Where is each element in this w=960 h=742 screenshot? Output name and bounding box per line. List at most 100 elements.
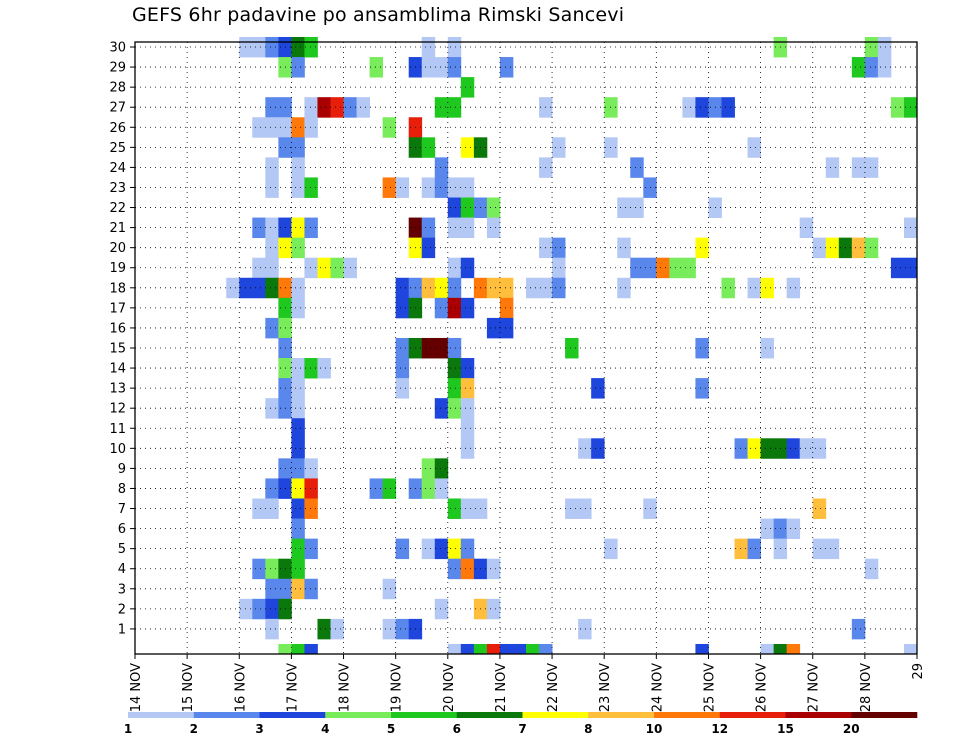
heatmap-cell <box>812 538 827 560</box>
heatmap-cell <box>486 558 501 580</box>
heatmap-cell <box>265 317 279 339</box>
x-tick-label: 21 NOV <box>494 663 509 712</box>
y-tick-label: 2 <box>118 602 126 617</box>
heatmap-cell <box>695 378 709 399</box>
heatmap-cell <box>265 217 279 239</box>
colorbar-label: 6 <box>453 722 461 736</box>
heatmap-cell <box>330 618 344 640</box>
heatmap-cell <box>460 438 475 459</box>
heatmap-cell <box>903 643 918 655</box>
heatmap-cell <box>382 478 397 499</box>
heatmap-cell <box>499 57 514 78</box>
heatmap-cell <box>304 358 318 379</box>
heatmap-cell <box>473 643 488 655</box>
heatmap-cell <box>760 277 775 299</box>
heatmap-cell <box>786 277 801 299</box>
heatmap-cell <box>486 598 501 620</box>
heatmap-cell <box>304 643 318 655</box>
heatmap-cell <box>265 558 279 580</box>
x-tick-label: 26 NOV <box>755 663 770 712</box>
heatmap-cell <box>291 498 305 519</box>
heatmap-cell <box>304 498 318 519</box>
heatmap-cell <box>434 337 449 359</box>
x-tick-label: 28 NOV <box>859 663 874 712</box>
heatmap-cell <box>773 643 788 655</box>
heatmap-cell <box>421 36 436 58</box>
heatmap-cell <box>812 438 827 459</box>
heatmap-cell <box>486 643 501 655</box>
colorbar-swatch <box>851 712 918 718</box>
colorbar-swatch <box>128 712 195 718</box>
heatmap-cell <box>447 558 462 580</box>
heatmap-cell <box>434 277 449 299</box>
heatmap-cell <box>265 598 279 620</box>
heatmap-cell <box>317 97 331 118</box>
colorbar-swatch <box>785 712 852 718</box>
y-tick-label: 23 <box>109 181 126 196</box>
heatmap-cell <box>252 498 266 519</box>
heatmap-cell <box>799 217 814 239</box>
heatmap-cell <box>317 257 331 279</box>
y-tick-label: 22 <box>109 201 126 216</box>
y-tick-label: 3 <box>118 582 126 597</box>
heatmap-cell <box>252 257 266 279</box>
heatmap-cell <box>265 277 279 299</box>
heatmap-cell <box>565 498 579 519</box>
colorbar-swatch <box>456 712 523 718</box>
heatmap-cell <box>304 217 318 239</box>
heatmap-cell <box>591 438 605 459</box>
heatmap-cell <box>851 57 866 78</box>
heatmap-cell <box>291 558 305 580</box>
heatmap-cell <box>460 398 475 419</box>
colorbar-label: 10 <box>646 722 663 736</box>
heatmap-cell <box>695 237 709 259</box>
heatmap-cell <box>578 438 592 459</box>
heatmap-cell <box>460 77 475 98</box>
heatmap-cell <box>552 257 566 279</box>
heatmap-cell <box>382 578 397 600</box>
heatmap-cell <box>265 97 279 118</box>
heatmap-cell <box>291 418 305 439</box>
x-tick-label: 23 NOV <box>598 663 613 712</box>
heatmap-cell <box>460 297 475 319</box>
heatmap-cell <box>265 618 279 640</box>
heatmap-cell <box>864 36 879 58</box>
heatmap-cell <box>447 36 462 58</box>
y-tick-label: 7 <box>118 502 126 517</box>
heatmap-cell <box>265 157 279 178</box>
heatmap-cell <box>421 237 436 259</box>
heatmap-cell <box>291 578 305 600</box>
heatmap-cell <box>291 237 305 259</box>
heatmap-cell <box>695 97 709 118</box>
heatmap-cell <box>460 137 475 158</box>
heatmap-cell <box>578 498 592 519</box>
heatmap-cell <box>434 297 449 319</box>
heatmap-cell <box>434 177 449 198</box>
y-tick-label: 16 <box>109 321 126 336</box>
heatmap-cell <box>265 498 279 519</box>
heatmap-cell <box>226 277 240 299</box>
heatmap-cell <box>447 538 462 560</box>
heatmap-cell <box>265 578 279 600</box>
heatmap-cell <box>486 217 501 239</box>
heatmap-cell <box>617 277 631 299</box>
heatmap-cell <box>330 97 344 118</box>
heatmap-cell <box>252 217 266 239</box>
heatmap-cell <box>812 237 827 259</box>
heatmap-cell <box>291 378 305 399</box>
heatmap-cell <box>304 458 318 479</box>
heatmap-cell <box>695 643 709 655</box>
heatmap-cell <box>395 378 410 399</box>
heatmap-cell <box>252 277 266 299</box>
heatmap-cell <box>291 157 305 178</box>
y-tick-label: 9 <box>118 462 126 477</box>
heatmap-cell <box>421 57 436 78</box>
heatmap-cell <box>565 337 579 359</box>
heatmap-cell <box>499 297 514 319</box>
y-tick-label: 29 <box>109 61 126 76</box>
heatmap-cell <box>421 177 436 198</box>
heatmap-cell <box>851 237 866 259</box>
heatmap-cell <box>786 643 801 655</box>
heatmap-cell <box>460 358 475 379</box>
